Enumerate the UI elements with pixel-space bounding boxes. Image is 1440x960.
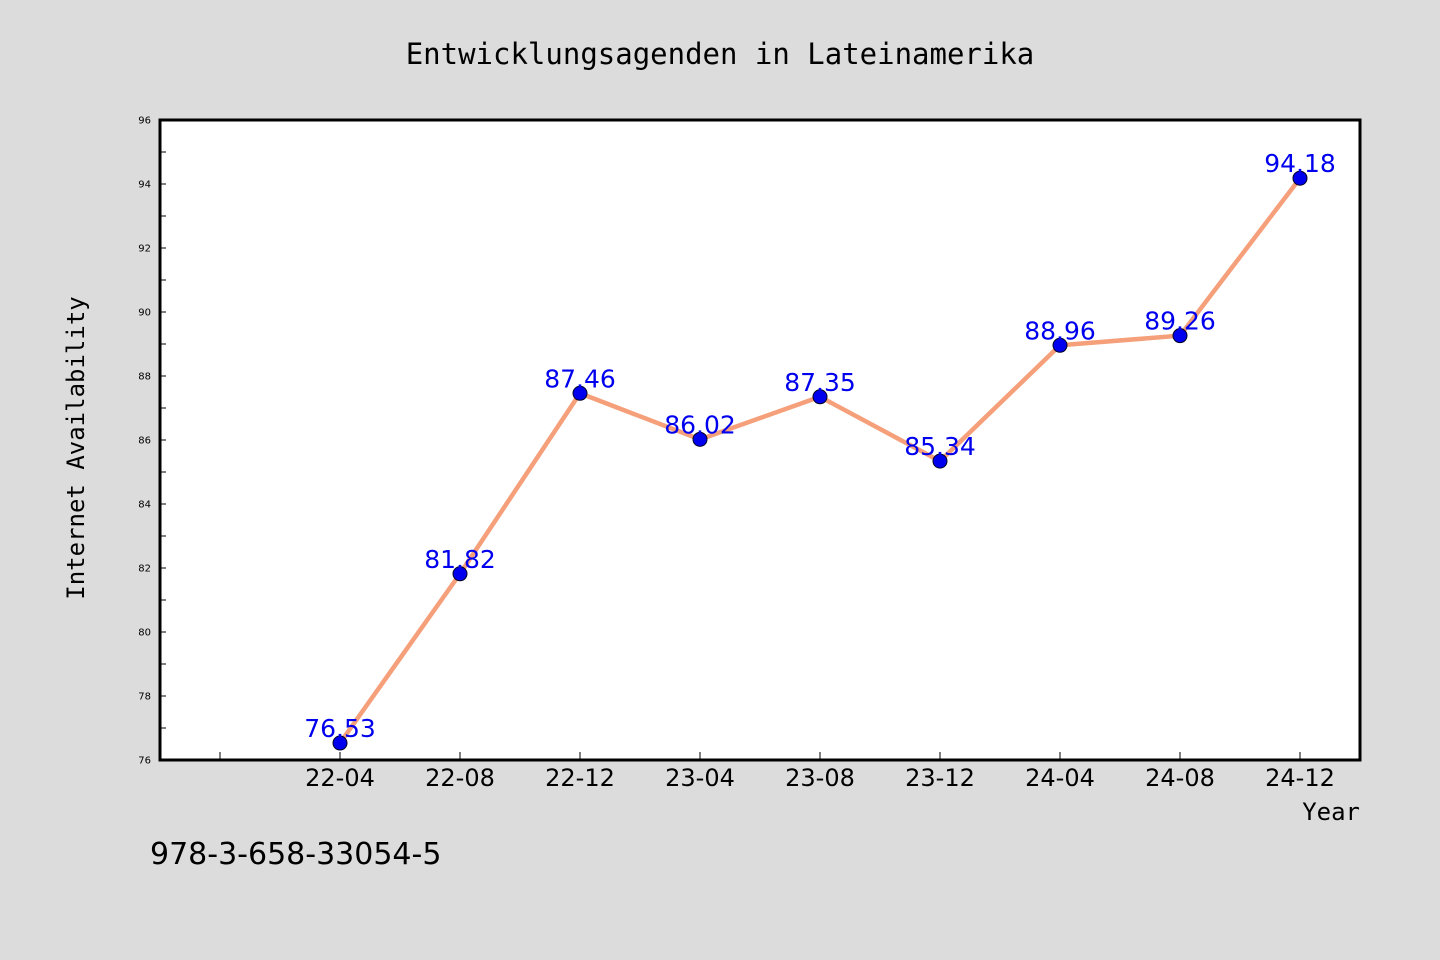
data-label: 87.35 — [784, 368, 856, 397]
x-axis-ticks: 22-04 22-08 22-12 23-04 23-08 23-12 24-04 24-08… — [219, 752, 1335, 792]
x-axis-label: Year — [1302, 798, 1360, 826]
y-tick-label: 82 — [138, 564, 151, 575]
data-point — [452, 566, 468, 582]
data-markers — [332, 170, 1308, 751]
x-tick-label: 22-08 — [425, 764, 495, 792]
x-tick-label: 23-08 — [785, 764, 855, 792]
y-tick-label: 96 — [138, 116, 151, 127]
y-tick-label: 88 — [138, 372, 151, 383]
y-axis-label: Internet Availability — [62, 296, 90, 599]
footer-code: 978-3-658-33054-5 — [150, 837, 441, 872]
data-label: 88.96 — [1024, 316, 1096, 345]
y-tick-label: 76 — [138, 756, 151, 767]
data-point — [692, 431, 708, 447]
data-label: 76.53 — [304, 714, 376, 743]
x-tick-label: 24-08 — [1145, 764, 1215, 792]
y-tick-label: 92 — [138, 244, 151, 255]
x-tick-label: 24-04 — [1025, 764, 1095, 792]
y-tick-label: 80 — [138, 628, 151, 639]
y-tick-label: 86 — [138, 436, 151, 447]
data-label: 86.02 — [664, 410, 736, 439]
chart-title: Entwicklungsagenden in Lateinamerika — [406, 37, 1035, 71]
data-point — [932, 453, 948, 469]
y-tick-label: 90 — [138, 308, 151, 319]
x-tick-label: 22-12 — [545, 764, 615, 792]
data-point — [1172, 328, 1188, 344]
data-point — [1292, 170, 1308, 186]
data-label: 89.26 — [1144, 307, 1216, 336]
plot-area — [160, 120, 1360, 760]
data-point — [332, 735, 348, 751]
y-tick-label: 94 — [138, 180, 151, 191]
data-point — [812, 389, 828, 405]
y-tick-label: 78 — [138, 692, 151, 703]
data-label: 87.46 — [544, 364, 616, 393]
x-tick-label: 23-04 — [665, 764, 735, 792]
x-tick-label: 23-12 — [905, 764, 975, 792]
x-tick-label: 24-12 — [1265, 764, 1335, 792]
y-tick-label: 84 — [138, 500, 151, 511]
data-label: 85.34 — [904, 432, 976, 461]
data-point — [572, 385, 588, 401]
plot-frame — [158, 118, 1362, 762]
data-label: 81.82 — [424, 545, 496, 574]
x-tick-label: 22-04 — [305, 764, 375, 792]
data-label: 94.18 — [1264, 149, 1336, 178]
data-point — [1052, 337, 1068, 353]
data-labels: 76.53 81.82 87.46 86.02 87.35 85.34 88.96 89.26… — [304, 149, 1336, 743]
